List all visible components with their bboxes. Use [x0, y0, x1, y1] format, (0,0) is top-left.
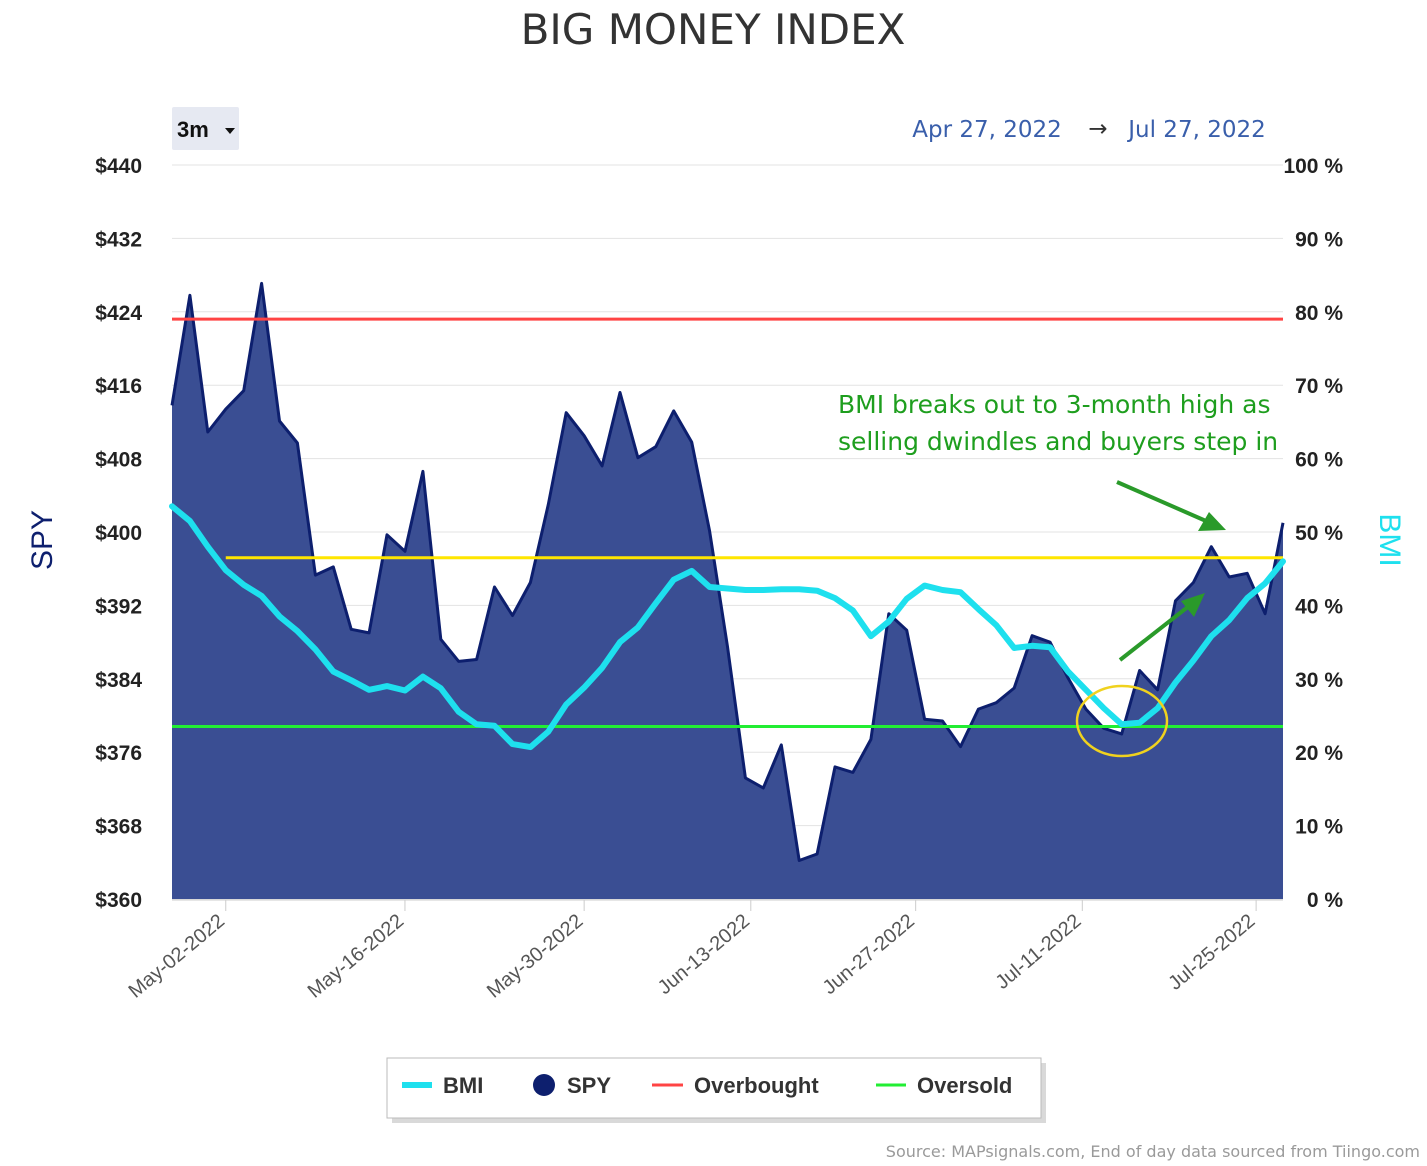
left-tick-label: $400	[95, 522, 142, 545]
legend-item-overbought[interactable]: Overbought	[652, 1073, 819, 1098]
x-axis-ticks: May-02-2022 May-16-2022 May-30-2022 Jun-13-…	[125, 899, 1283, 1003]
x-tick-label: May-02-2022	[125, 910, 229, 1003]
x-tick-label: Jun-27-2022	[819, 910, 919, 999]
annotation-line-1: BMI breaks out to 3-month high as	[838, 390, 1271, 419]
legend-item-bmi[interactable]: BMI	[402, 1073, 483, 1098]
x-tick-label: Jun-13-2022	[654, 910, 754, 999]
spy-line	[170, 281, 1285, 862]
legend-item-spy[interactable]: SPY	[533, 1073, 611, 1098]
left-tick-label: $368	[95, 816, 142, 839]
x-tick-label: Jul-11-2022	[992, 910, 1086, 994]
plot-area	[169, 281, 1286, 899]
right-axis-ticks: 100 % 90 % 80 % 70 % 60 % 50 % 40 % 30 % 20 % 10 …	[1283, 155, 1343, 912]
spy-area	[172, 283, 1283, 899]
legend-label-oversold: Oversold	[917, 1073, 1012, 1098]
right-tick-label: 80 %	[1295, 302, 1343, 325]
right-tick-label: 20 %	[1295, 742, 1343, 765]
x-tick-label: May-30-2022	[483, 910, 587, 1003]
right-tick-label: 0 %	[1307, 889, 1344, 912]
right-tick-label: 40 %	[1295, 595, 1343, 618]
right-axis-title: BMI	[1373, 513, 1406, 566]
right-tick-label: 90 %	[1295, 228, 1343, 251]
annotation-circle	[1075, 684, 1169, 758]
source-credit[interactable]: Source: MAPsignals.com, End of day data …	[886, 1142, 1420, 1161]
right-tick-label: 60 %	[1295, 449, 1343, 472]
legend-label-bmi: BMI	[443, 1073, 483, 1098]
x-tick-label: May-16-2022	[304, 910, 408, 1003]
left-tick-label: $432	[95, 228, 142, 251]
annotation: BMI breaks out to 3-month high as sellin…	[838, 390, 1278, 758]
right-tick-label: 10 %	[1295, 816, 1343, 839]
range-selector-label: 3m	[177, 117, 209, 142]
left-tick-label: $376	[95, 742, 142, 765]
dropdown-caret-icon	[225, 128, 235, 134]
left-tick-label: $424	[95, 302, 142, 325]
left-axis-title: SPY	[26, 510, 59, 570]
date-range-to[interactable]: Jul 27, 2022	[1126, 117, 1265, 143]
legend: BMI SPY Overbought Oversold	[386, 1057, 1046, 1123]
right-tick-label: 50 %	[1295, 522, 1343, 545]
bmi-line	[169, 503, 1286, 751]
left-tick-label: $360	[95, 889, 142, 912]
left-tick-label: $384	[95, 669, 142, 692]
right-tick-label: 30 %	[1295, 669, 1343, 692]
chart-title: BIG MONEY INDEX	[521, 5, 906, 54]
legend-label-overbought: Overbought	[694, 1073, 819, 1098]
left-tick-label: $392	[95, 595, 142, 618]
annotation-line-2: selling dwindles and buyers step in	[838, 427, 1278, 456]
left-tick-label: $408	[95, 449, 142, 472]
left-axis-ticks: $440 $432 $424 $416 $408 $400 $392 $384 $376 $368…	[95, 155, 142, 912]
annotation-arrow-top	[1116, 480, 1226, 531]
left-tick-label: $416	[95, 375, 142, 398]
x-tick-label: Jul-25-2022	[1164, 910, 1259, 995]
legend-item-oversold[interactable]: Oversold	[876, 1073, 1012, 1098]
left-tick-label: $440	[95, 155, 142, 178]
right-tick-label: 100 %	[1283, 155, 1343, 178]
date-range-arrow: →	[1088, 116, 1107, 142]
date-range: Apr 27, 2022 → Jul 27, 2022	[912, 116, 1266, 143]
legend-label-spy: SPY	[567, 1073, 611, 1098]
right-tick-label: 70 %	[1295, 375, 1343, 398]
annotation-arrow-mid	[1118, 593, 1205, 662]
range-selector-button[interactable]: 3m	[172, 107, 239, 150]
date-range-from[interactable]: Apr 27, 2022	[912, 117, 1062, 143]
